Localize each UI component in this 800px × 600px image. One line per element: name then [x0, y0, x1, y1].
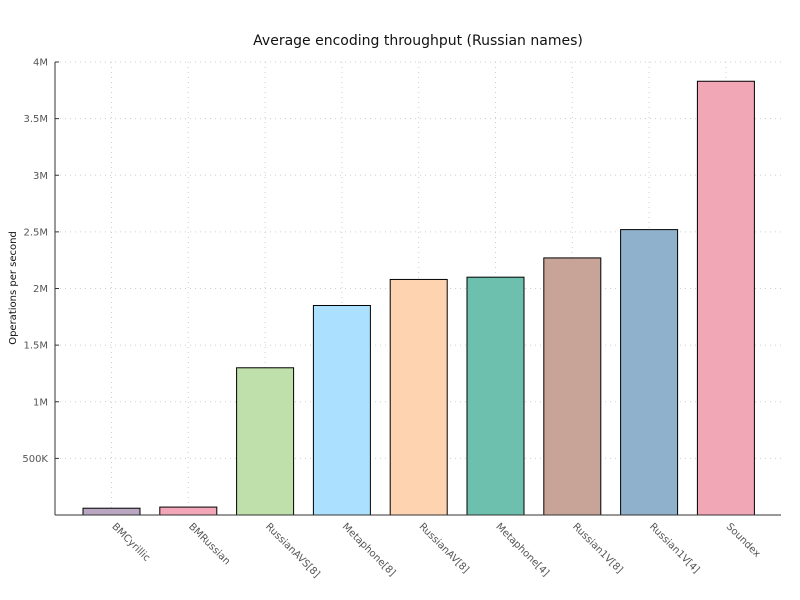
bar [543, 257, 602, 516]
y-tick-label: 2M [33, 284, 48, 295]
y-tick-label: 4M [33, 58, 48, 69]
bar [389, 278, 448, 516]
x-tick-label: BMRussian [186, 521, 232, 567]
y-axis-label: Operations per second [8, 231, 19, 345]
x-tick-label: BMCyrillic [109, 521, 152, 564]
bar [620, 229, 679, 516]
x-tick-label: RussianAVS[8] [263, 521, 322, 580]
bar [466, 276, 525, 516]
y-tick-label: 1M [33, 397, 48, 408]
y-tick-label: 3M [33, 171, 48, 182]
bar [159, 506, 218, 516]
x-tick-label: Metaphone[8] [340, 521, 398, 579]
y-tick-label: 1.5M [23, 341, 48, 352]
bar [696, 80, 755, 516]
y-tick-label: 3.5M [23, 114, 48, 125]
axes-layer [54, 61, 781, 516]
x-tick-label: RussianAV[8] [417, 521, 471, 575]
bars-layer [82, 80, 755, 516]
x-tick-label: Soundex [724, 521, 763, 560]
y-tick-label: 500K [22, 454, 48, 465]
bar [312, 304, 371, 516]
x-tick-label: Metaphone[4] [493, 521, 551, 579]
x-tick-label: Russian1V[8] [570, 521, 624, 575]
bar [236, 367, 295, 516]
x-tick-label: Russian1V[4] [647, 521, 701, 575]
y-tick-label: 2.5M [23, 227, 48, 238]
bar [82, 507, 141, 516]
chart-title: Average encoding throughput (Russian nam… [253, 33, 583, 49]
